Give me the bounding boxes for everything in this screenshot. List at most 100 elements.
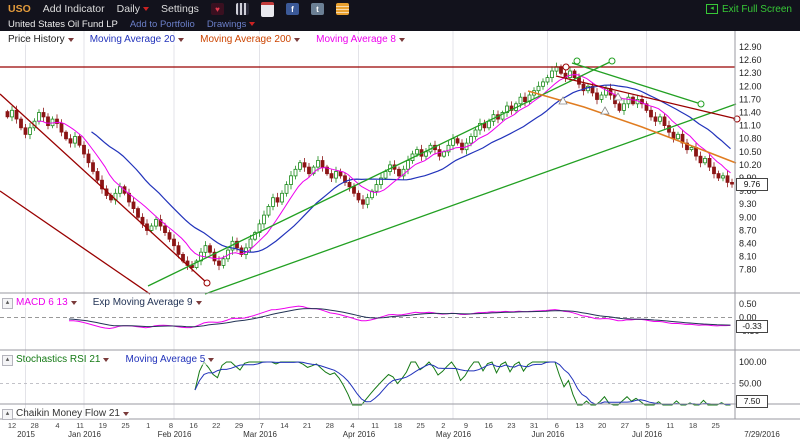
date-axis-labels: 12 28 4 11 19 25 1 8 16 22 29 7 14 21 28 4 11 18 25 2 9 16 23 3…: [8, 421, 781, 439]
svg-text:28: 28: [326, 421, 334, 430]
svg-text:16: 16: [189, 421, 197, 430]
svg-text:Feb 2016: Feb 2016: [158, 430, 192, 439]
collapse-chaikin-panel-icon[interactable]: ▴: [2, 409, 13, 420]
caret-down-icon: [103, 357, 110, 362]
svg-text:Mar 2016: Mar 2016: [243, 430, 277, 439]
svg-text:6: 6: [555, 421, 559, 430]
indicator-exp-moving-average-9[interactable]: Exp Moving Average 9: [92, 297, 202, 308]
svg-text:9.00: 9.00: [739, 212, 757, 222]
indicator-macd[interactable]: MACD 6 13: [16, 297, 77, 308]
indicator-stochastics-rsi[interactable]: Stochastics RSI 21: [16, 354, 110, 365]
gridlines: [25, 31, 647, 419]
symbol-label: USO: [8, 3, 31, 15]
indicator-price-history[interactable]: Price History: [8, 34, 74, 45]
svg-text:23: 23: [507, 421, 515, 430]
indicator-chaikin-money-flow[interactable]: Chaikin Money Flow 21: [16, 408, 129, 419]
twitter-icon[interactable]: t: [310, 3, 324, 15]
svg-text:29: 29: [235, 421, 243, 430]
indicator-label: Chaikin Money Flow 21: [16, 408, 120, 419]
indicator-moving-average-5[interactable]: Moving Average 5: [125, 354, 215, 365]
indicator-label: Moving Average 5: [125, 354, 206, 365]
panel-separators: [0, 31, 800, 420]
notes-icon[interactable]: [335, 3, 349, 15]
svg-text:8.70: 8.70: [739, 225, 757, 235]
svg-text:May 2016: May 2016: [436, 430, 472, 439]
alerts-icon[interactable]: ♥: [210, 3, 224, 15]
period-dropdown[interactable]: Daily: [117, 3, 149, 15]
svg-text:18: 18: [689, 421, 697, 430]
main-indicator-row: Price History Moving Average 20 Moving A…: [8, 34, 405, 45]
svg-text:0.00: 0.00: [739, 313, 757, 323]
drawings-label: Drawings: [206, 19, 247, 30]
svg-text:18: 18: [394, 421, 402, 430]
caret-down-icon: [178, 37, 185, 42]
caret-down-icon: [294, 37, 301, 42]
drawings-dropdown[interactable]: Drawings: [207, 19, 256, 30]
svg-text:12.90: 12.90: [739, 42, 762, 52]
indicator-moving-average-200[interactable]: Moving Average 200: [200, 34, 301, 45]
caret-down-icon: [208, 357, 215, 362]
settings-button[interactable]: Settings: [160, 3, 199, 15]
svg-text:12.60: 12.60: [739, 55, 762, 65]
svg-text:21: 21: [303, 421, 311, 430]
svg-text:50.00: 50.00: [739, 379, 762, 389]
caret-down-icon: [122, 411, 129, 416]
svg-text:100.00: 100.00: [739, 357, 767, 367]
exit-full-screen-button[interactable]: ◂ Exit Full Screen: [705, 4, 792, 15]
macd-indicator-row: MACD 6 13 Exp Moving Average 9: [16, 297, 202, 308]
trend-drawings: [0, 57, 741, 295]
indicator-label: MACD 6 13: [16, 297, 68, 308]
candles: [5, 62, 734, 272]
collapse-macd-panel-icon[interactable]: ▴: [2, 298, 13, 309]
indicator-label: Stochastics RSI 21: [16, 354, 101, 365]
svg-text:12.30: 12.30: [739, 68, 762, 78]
svg-text:5: 5: [646, 421, 650, 430]
svg-text:Jan 2016: Jan 2016: [68, 430, 101, 439]
svg-text:Apr 2016: Apr 2016: [343, 430, 376, 439]
svg-text:11: 11: [666, 421, 674, 430]
facebook-icon[interactable]: f: [285, 3, 299, 15]
stoch-lines: [194, 361, 731, 406]
indicator-moving-average-8[interactable]: Moving Average 8: [316, 34, 405, 45]
caret-down-icon: [70, 300, 77, 305]
svg-text:11.40: 11.40: [739, 108, 761, 118]
add-indicator-button[interactable]: Add Indicator: [42, 3, 105, 15]
svg-text:4: 4: [350, 421, 354, 430]
calendar-icon[interactable]: [260, 1, 274, 17]
svg-text:11.70: 11.70: [739, 94, 761, 104]
indicator-label: Moving Average 8: [316, 34, 396, 45]
add-to-portfolio-link[interactable]: Add to Portfolio: [129, 19, 195, 30]
svg-text:20: 20: [598, 421, 606, 430]
indicator-label: Moving Average 20: [89, 34, 176, 45]
svg-text:8.10: 8.10: [739, 252, 757, 262]
chaikin-indicator-row: Chaikin Money Flow 21: [16, 408, 129, 419]
caret-down-icon: [67, 37, 74, 42]
svg-text:7: 7: [260, 421, 264, 430]
indicator-label: Price History: [8, 34, 65, 45]
moving-average-lines: [37, 74, 731, 260]
svg-text:22: 22: [212, 421, 220, 430]
svg-text:10.50: 10.50: [739, 147, 762, 157]
svg-text:Jul 2016: Jul 2016: [632, 430, 663, 439]
svg-text:11: 11: [76, 421, 84, 430]
svg-text:8: 8: [169, 421, 173, 430]
svg-text:12: 12: [8, 421, 16, 430]
svg-text:25: 25: [416, 421, 424, 430]
svg-text:9.30: 9.30: [739, 199, 757, 209]
macd-value-badge: -0.33: [736, 320, 768, 333]
svg-text:25: 25: [712, 421, 720, 430]
collapse-stoch-panel-icon[interactable]: ▴: [2, 355, 13, 366]
svg-text:Jun 2016: Jun 2016: [532, 430, 565, 439]
indicator-moving-average-20[interactable]: Moving Average 20: [89, 34, 185, 45]
bar-chart-icon[interactable]: [235, 3, 249, 15]
svg-text:2015: 2015: [17, 430, 35, 439]
svg-text:28: 28: [31, 421, 39, 430]
caret-down-icon: [195, 300, 202, 305]
svg-text:11: 11: [371, 421, 379, 430]
chart-canvas[interactable]: 12.90 12.60 12.30 12.00 11.70 11.40 11.10 10.80…: [0, 31, 800, 439]
svg-text:4: 4: [55, 421, 59, 430]
svg-text:9: 9: [464, 421, 468, 430]
indicator-label: Moving Average 200: [200, 34, 292, 45]
svg-text:2: 2: [441, 421, 445, 430]
